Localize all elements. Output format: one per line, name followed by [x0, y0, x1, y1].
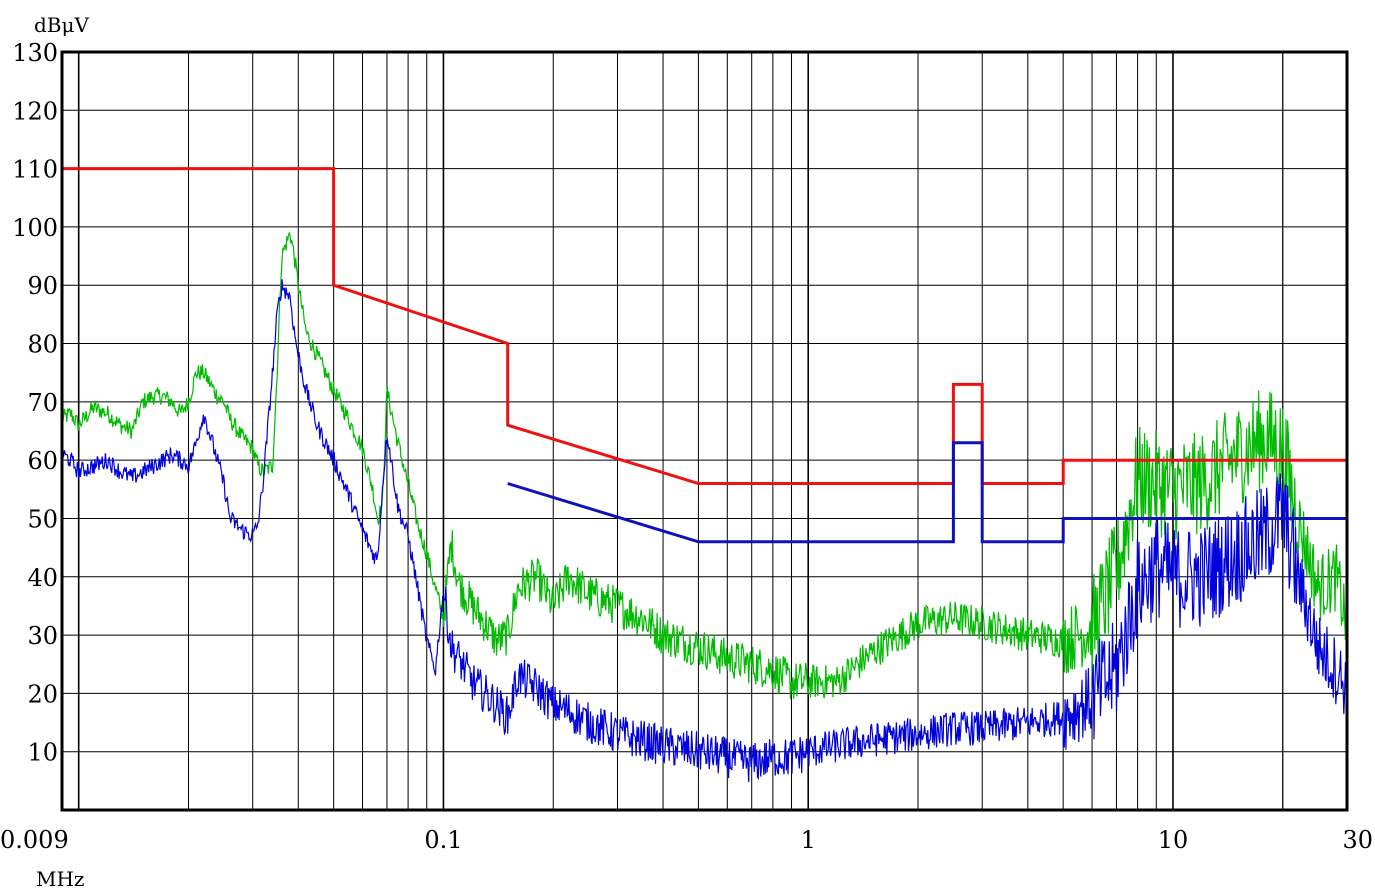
y-tick-label: 10 — [27, 739, 58, 767]
y-tick-label: 120 — [12, 97, 58, 125]
x-tick-label: 10 — [1158, 826, 1189, 854]
y-tick-label: 20 — [27, 680, 58, 708]
y-tick-label: 70 — [27, 389, 58, 417]
x-tick-labels: 0.009 0.1 1 10 30 — [0, 826, 1373, 854]
y-tick-label: 110 — [12, 156, 58, 184]
x-tick-label: 0.1 — [424, 826, 462, 854]
limit-line — [507, 441, 1347, 544]
y-tick-label: 80 — [27, 331, 58, 359]
y-tick-label: 40 — [27, 564, 58, 592]
series-layer — [61, 167, 1348, 783]
y-axis-label: dBμV — [34, 13, 89, 37]
x-tick-label: 0.009 — [0, 826, 69, 854]
y-tick-labels: 130 120 110 100 90 80 70 60 50 40 30 20 10 — [12, 39, 58, 767]
x-axis-label: MHz — [36, 867, 84, 891]
y-tick-label: 90 — [27, 272, 58, 300]
x-tick-label: 1 — [801, 826, 816, 854]
y-tick-label: 30 — [27, 622, 58, 650]
y-tick-label: 100 — [12, 214, 58, 242]
y-tick-label: 130 — [12, 39, 58, 67]
plot-frame — [60, 50, 1349, 812]
trace-line — [61, 279, 1348, 783]
y-tick-label: 60 — [27, 447, 58, 475]
trace-line — [61, 231, 1348, 700]
x-tick-label: 30 — [1342, 826, 1373, 854]
y-tick-label: 50 — [27, 505, 58, 533]
